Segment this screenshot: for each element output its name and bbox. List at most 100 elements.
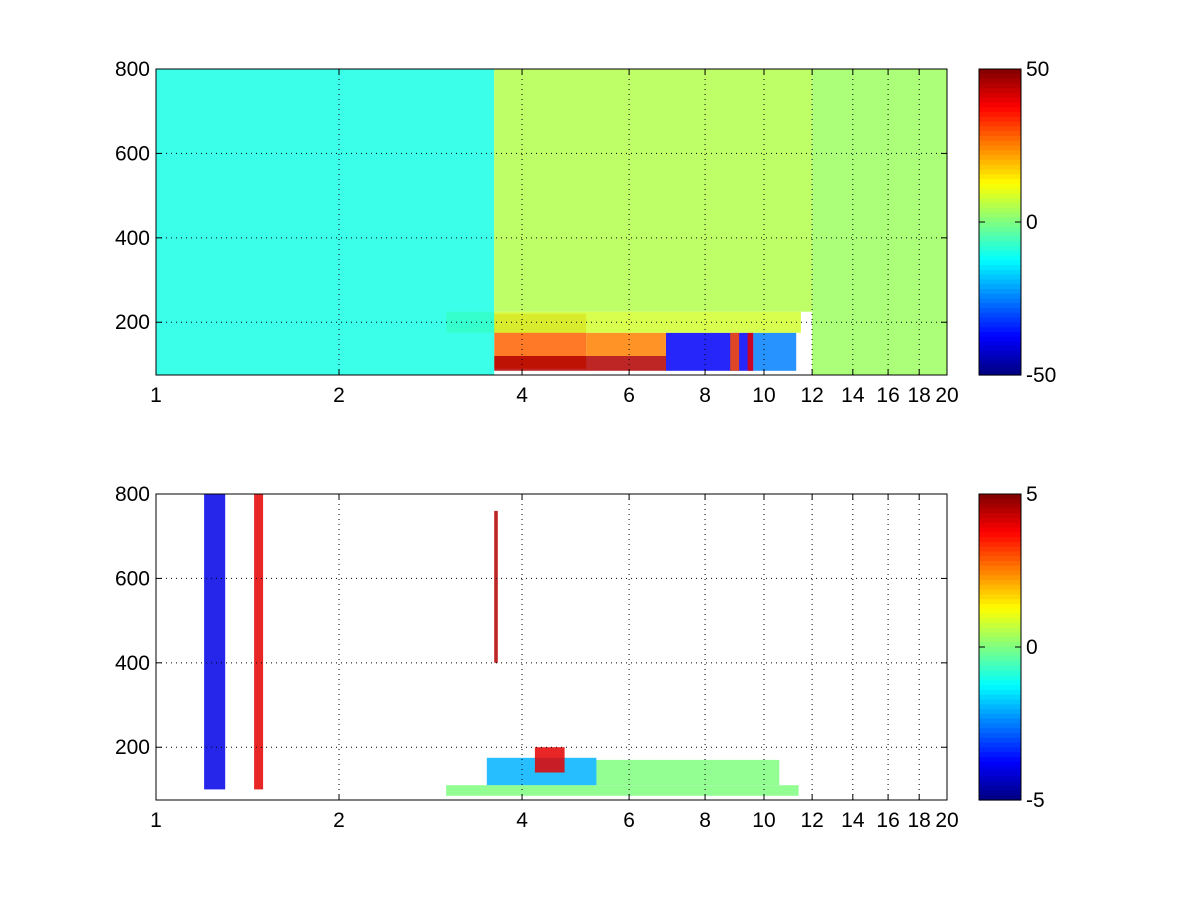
colorbar-swatch (979, 685, 1021, 691)
heatmap-cell (494, 510, 498, 663)
colorbar-swatch (979, 642, 1021, 648)
colorbar-swatch (979, 288, 1021, 295)
colorbar-swatch (979, 169, 1021, 175)
x-tick-label: 8 (699, 809, 711, 832)
x-tick-label: 2 (333, 809, 345, 832)
colorbar-swatch (979, 776, 1021, 782)
heatmap-cell (446, 785, 799, 796)
x-tick-label: 12 (800, 809, 823, 832)
colorbar-swatch (979, 226, 1021, 233)
colorbar-swatch (979, 637, 1021, 643)
heatmap-cell (156, 69, 495, 375)
x-tick-label: 4 (516, 384, 528, 407)
colorbar-swatch (979, 217, 1021, 223)
heatmap-cell (747, 332, 754, 371)
colorbar-swatch (979, 603, 1021, 610)
top-colorbar: 50 0 -50 (978, 58, 1056, 387)
colorbar-swatch (979, 231, 1021, 237)
y-tick-label: 800 (115, 483, 150, 506)
colorbar-swatch (979, 780, 1021, 787)
colorbar-swatch (979, 709, 1021, 715)
y-tick-label: 200 (115, 736, 150, 759)
colorbar-swatch (979, 728, 1021, 734)
heatmap-cell (730, 332, 740, 371)
colorbar-swatch (979, 513, 1021, 519)
colorbar-swatch (979, 560, 1021, 567)
colorbar-tick-label: 0 (1026, 211, 1038, 234)
axes-frame (155, 68, 948, 376)
colorbar-swatch (979, 541, 1021, 548)
colorbar-swatch (979, 360, 1021, 367)
colorbar-swatch (979, 517, 1021, 524)
colorbar-swatch (979, 537, 1021, 543)
colorbar-swatch (979, 790, 1021, 796)
colorbar-swatch (979, 269, 1021, 276)
x-tick-label: 16 (876, 809, 899, 832)
colorbar-tick-label: -5 (1026, 789, 1045, 812)
colorbar-swatch (979, 647, 1021, 653)
colorbar-swatch (979, 183, 1021, 190)
colorbar-swatch (979, 236, 1021, 242)
colorbar-swatch (979, 498, 1021, 505)
colorbar-swatch (979, 613, 1021, 619)
colorbar-swatch (979, 212, 1021, 218)
x-tick-label: 6 (623, 809, 635, 832)
colorbar-swatch (979, 733, 1021, 739)
colorbar-swatch (979, 599, 1021, 605)
colorbar-swatch (979, 298, 1021, 304)
colorbar-swatch (979, 78, 1021, 84)
colorbar-swatch (979, 293, 1021, 300)
colorbar-swatch (979, 594, 1021, 600)
colorbar-swatch (979, 656, 1021, 662)
colorbar-swatch (979, 174, 1021, 180)
colorbar-swatch (979, 308, 1021, 314)
colorbar-swatch (979, 336, 1021, 343)
x-tick-label: 18 (908, 384, 931, 407)
colorbar-swatch (979, 713, 1021, 720)
colorbar-tick-label: -50 (1026, 364, 1056, 387)
colorbar-swatch (979, 522, 1021, 529)
colorbar-swatch (979, 666, 1021, 672)
colorbar-swatch (979, 222, 1021, 228)
colorbar-swatch (979, 193, 1021, 199)
colorbar-swatch (979, 761, 1021, 768)
colorbar-swatch (979, 704, 1021, 710)
x-tick-label: 4 (516, 809, 528, 832)
colorbar-swatch (979, 551, 1021, 557)
colorbar-swatch (979, 164, 1021, 171)
colorbar-swatch (979, 279, 1021, 285)
colorbar-swatch (979, 699, 1021, 705)
x-tick-label: 6 (623, 384, 635, 407)
colorbar-swatch (979, 670, 1021, 677)
colorbar-swatch (979, 351, 1021, 357)
colorbar-swatch (979, 346, 1021, 352)
colorbar-swatch (979, 580, 1021, 586)
colorbar-swatch (979, 202, 1021, 209)
colorbar-swatch (979, 771, 1021, 777)
colorbar-tick-label: 50 (1026, 58, 1049, 81)
colorbar-swatch (979, 97, 1021, 104)
colorbar-swatch (979, 331, 1021, 338)
colorbar-swatch (979, 632, 1021, 639)
colorbar-swatch (979, 570, 1021, 576)
colorbar-swatch (979, 608, 1021, 615)
colorbar-swatch (979, 532, 1021, 538)
colorbar-swatch (979, 584, 1021, 591)
y-tick-label: 400 (115, 227, 150, 250)
colorbar-swatch (979, 618, 1021, 624)
colorbar-swatch (979, 756, 1021, 763)
x-tick-label: 16 (876, 384, 899, 407)
colorbar-swatch (979, 508, 1021, 514)
colorbar-swatch (979, 661, 1021, 667)
x-tick-label: 14 (841, 384, 865, 407)
colorbar-swatch (979, 155, 1021, 161)
colorbar-swatch (979, 589, 1021, 596)
heatmap-cell (204, 494, 226, 790)
heatmap-cell (494, 69, 813, 312)
x-tick-label: 20 (935, 809, 958, 832)
heatmap-cell (753, 332, 797, 371)
x-tick-label: 18 (908, 809, 931, 832)
colorbar-swatch (979, 135, 1021, 142)
colorbar-swatch (979, 690, 1021, 696)
